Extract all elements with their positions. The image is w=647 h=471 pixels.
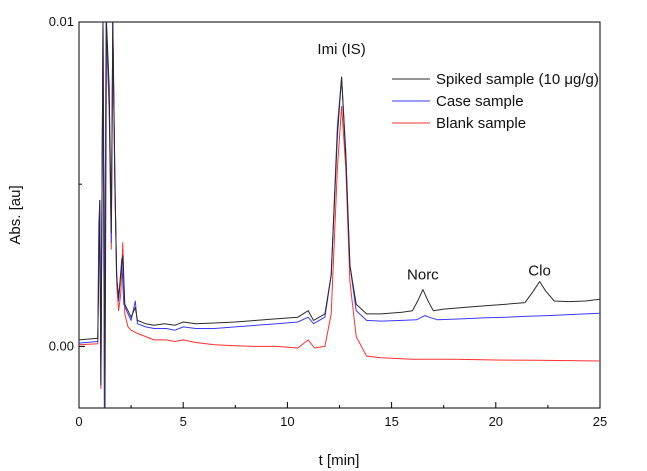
peak-label: Imi (IS) (317, 41, 365, 58)
legend: Spiked sample (10 μg/g) Case sample Blank … (392, 71, 599, 132)
y-tick-label: 0.00 (49, 338, 74, 353)
axis-ticks: 0 5 10 15 20 25 0.00 0.01 (49, 14, 608, 429)
series-group (79, 22, 600, 408)
legend-label: Spiked sample (10 μg/g) (436, 71, 599, 88)
peak-label: Clo (528, 262, 551, 279)
series-line-case-sample (79, 22, 600, 408)
x-tick-label: 0 (75, 414, 82, 429)
x-tick-label: 5 (180, 414, 187, 429)
x-tick-label: 10 (280, 414, 294, 429)
peak-label: Norc (407, 267, 439, 284)
series-line-spiked-sample-10-g-g (79, 22, 600, 408)
y-tick-label: 0.01 (49, 14, 74, 29)
x-axis-title: t [min] (319, 452, 360, 469)
legend-label: Blank sample (436, 115, 526, 132)
y-axis-title: Abs. [au] (7, 185, 24, 244)
x-tick-label: 20 (489, 414, 503, 429)
x-tick-label: 15 (384, 414, 398, 429)
legend-label: Case sample (436, 93, 524, 110)
x-tick-label: 25 (593, 414, 607, 429)
annotations: Imi (IS) Norc Clo (317, 41, 550, 283)
